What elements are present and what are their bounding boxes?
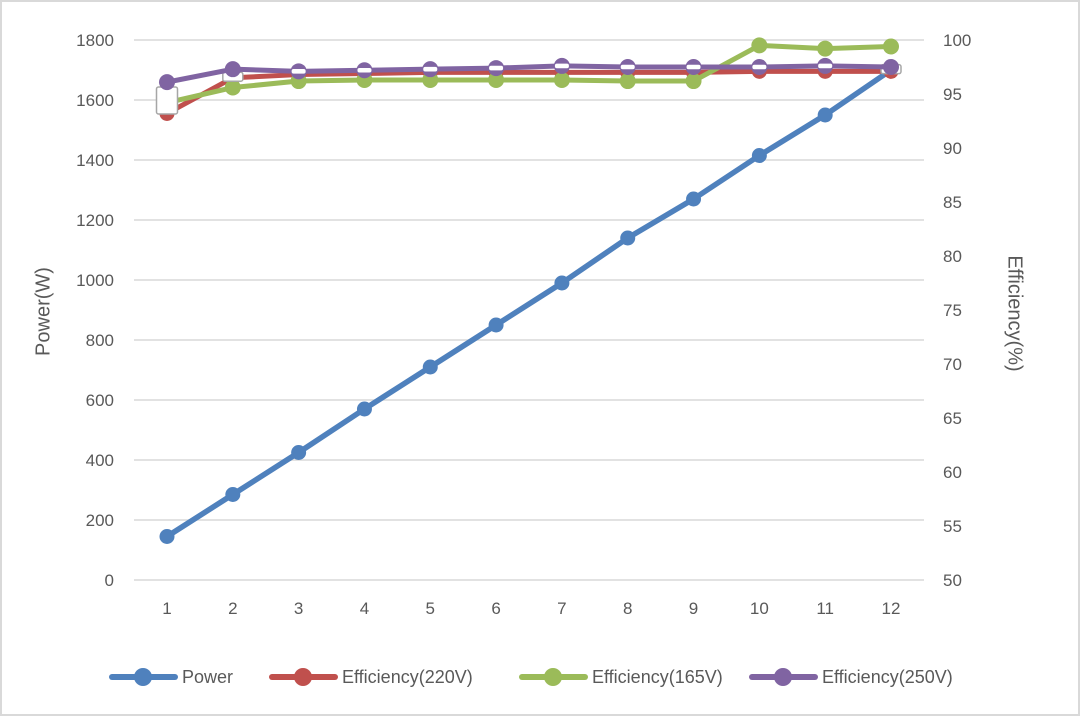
data-point-efficiency(250v) (883, 59, 899, 75)
left-axis-tick-label: 1400 (76, 151, 114, 170)
right-axis-tick-label: 100 (943, 31, 971, 50)
purple-dash-marker (620, 64, 635, 70)
purple-dash-marker (423, 66, 438, 72)
left-axis-tick-label: 200 (86, 511, 114, 530)
x-axis-tick-label: 11 (816, 599, 834, 618)
legend-swatch-marker (294, 668, 312, 686)
x-axis-tick-label: 10 (750, 599, 769, 618)
right-axis-tick-label: 70 (943, 355, 962, 374)
legend-swatch-marker (134, 668, 152, 686)
series-line-efficiency(250v) (164, 63, 894, 85)
purple-dash-marker (554, 63, 569, 69)
data-point-efficiency(165v) (883, 38, 899, 55)
purple-dash-marker (818, 63, 833, 69)
right-axis-title: Efficiency(%) (1003, 255, 1026, 372)
data-point-power (422, 359, 438, 375)
x-axis-tick-label: 7 (557, 599, 566, 618)
data-point-power (225, 487, 241, 502)
gridlines-group (134, 39, 924, 581)
x-axis-tick-label: 5 (426, 599, 435, 618)
right-axis-tick-label: 80 (943, 247, 962, 266)
purple-dash-marker (291, 69, 306, 74)
data-point-efficiency(165v) (553, 71, 570, 88)
series-line-efficiency(220v) (164, 68, 894, 116)
left-axis-tick-label: 1000 (76, 271, 114, 290)
data-point-efficiency(165v) (619, 73, 636, 90)
data-point-efficiency(165v) (751, 37, 768, 54)
x-axis-tick-label: 12 (882, 599, 901, 618)
data-point-efficiency(250v) (159, 74, 175, 91)
left-axis-tick-label: 600 (86, 391, 114, 410)
left-axis-tick-label: 1800 (76, 31, 114, 50)
data-point-efficiency(165v) (488, 71, 505, 88)
legend-label: Efficiency(165V) (592, 667, 723, 687)
x-axis-tick-label: 2 (228, 599, 237, 618)
legend-label: Power (182, 667, 233, 687)
x-axis-tick-label: 4 (360, 599, 369, 618)
data-point-power (686, 191, 702, 207)
legend-swatch-marker (774, 668, 792, 686)
left-axis-tick-label: 0 (105, 571, 114, 590)
right-axis-tick-label: 60 (943, 463, 962, 482)
right-axis-tick-label: 55 (943, 517, 962, 536)
data-point-efficiency(165v) (224, 79, 241, 96)
purple-dash-marker (752, 64, 767, 70)
right-axis-tick-label: 85 (943, 193, 962, 212)
white-square-marker (155, 86, 179, 115)
data-point-power (554, 275, 570, 291)
left-axis-tick-label: 1200 (76, 211, 114, 230)
right-axis-tick-label: 65 (943, 409, 962, 428)
right-axis-tick-label: 90 (943, 139, 962, 158)
data-point-efficiency(250v) (224, 61, 241, 78)
purple-dash-marker (686, 64, 701, 70)
right-axis-tick-label: 95 (943, 85, 962, 104)
data-point-power (817, 107, 833, 123)
left-axis-title: Power(W) (32, 267, 55, 356)
x-axis-tick-label: 9 (689, 599, 698, 618)
right-axis-tick-label: 50 (943, 571, 962, 590)
x-axis-tick-label: 6 (491, 599, 500, 618)
left-axis-tick-label: 800 (86, 331, 114, 350)
series-group (155, 37, 902, 544)
left-axis-tick-label: 1600 (76, 91, 114, 110)
legend-group: Power Efficiency(220V) Efficiency(165V) Eff… (109, 667, 953, 687)
data-point-power (291, 445, 307, 460)
legend-swatch-marker (544, 668, 562, 686)
x-axis-tick-label: 1 (162, 599, 171, 618)
axis-ticks-group: 0 200 400 600 800 1000 1200 1400 1600 1800 50 55 60 6… (76, 31, 971, 618)
data-point-efficiency(165v) (685, 73, 702, 90)
data-point-power (159, 529, 175, 544)
series-line-power (164, 67, 894, 540)
data-point-power (488, 317, 504, 333)
data-point-power (620, 230, 636, 246)
left-axis-tick-label: 400 (86, 451, 114, 470)
series-line-efficiency(165v) (164, 42, 894, 106)
purple-dash-marker (357, 67, 372, 73)
legend-label: Efficiency(220V) (342, 667, 473, 687)
data-point-efficiency(165v) (817, 40, 834, 57)
x-axis-tick-label: 3 (294, 599, 303, 618)
data-point-power (751, 148, 767, 163)
right-axis-tick-label: 75 (943, 301, 962, 320)
legend-label: Efficiency(250V) (822, 667, 953, 687)
x-axis-tick-label: 8 (623, 599, 632, 618)
data-point-power (356, 401, 372, 417)
purple-dash-marker (489, 65, 504, 71)
